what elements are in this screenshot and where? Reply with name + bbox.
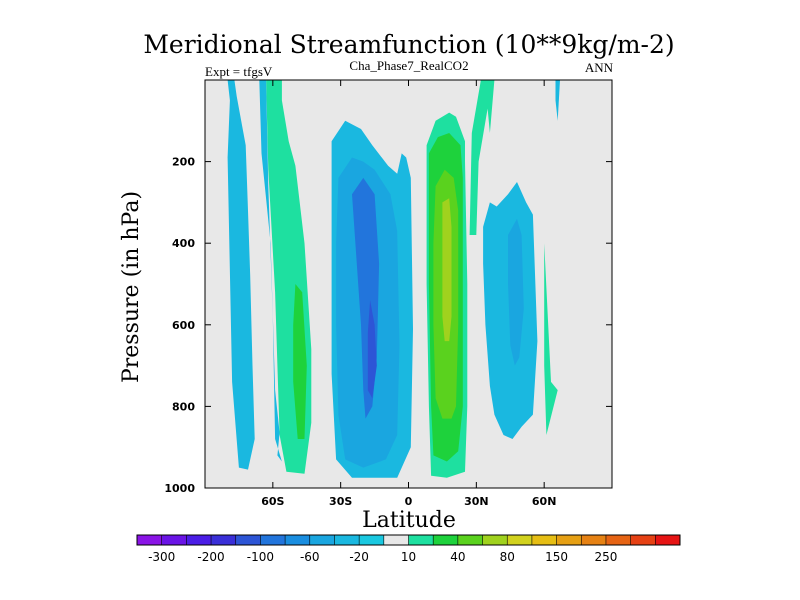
colorbar-label: -300 (148, 550, 175, 564)
colorbar-box (482, 535, 508, 545)
run-label: Cha_Phase7_RealCO2 (349, 58, 468, 73)
contour-region-17 (544, 243, 558, 435)
colorbar-label: -60 (300, 550, 320, 564)
contour-region-16 (555, 80, 560, 121)
colorbar-box (334, 535, 360, 545)
colorbar-box (186, 535, 212, 545)
colorbar-box (408, 535, 434, 545)
colorbar-box (161, 535, 187, 545)
colorbar-label: 150 (545, 550, 568, 564)
colorbar-box (556, 535, 582, 545)
contour-region-4 (293, 284, 307, 439)
colorbar-box (211, 535, 237, 545)
x-tick-label: 60N (532, 495, 557, 508)
contour-fills (227, 80, 560, 478)
x-tick-label: 0 (405, 495, 413, 508)
colorbar-label: 250 (594, 550, 617, 564)
contour-region-8 (367, 300, 377, 399)
colorbar-label: -100 (247, 550, 274, 564)
colorbar-box (433, 535, 459, 545)
contour-region-1 (227, 80, 230, 125)
colorbar-box (605, 535, 631, 545)
colorbar-box (630, 535, 656, 545)
colorbar-box (507, 535, 533, 545)
season-label: ANN (585, 60, 614, 75)
colorbar-box (457, 535, 483, 545)
x-axis-label: Latitude (362, 508, 456, 533)
colorbar-box (581, 535, 607, 545)
colorbar-labels: -300 -200 -100 -60 -20 10 40 80 150 250 (148, 550, 617, 564)
colorbar-box (655, 535, 681, 545)
plot-area: 60S 30S 0 30N 60N 200 400 600 800 1000 (164, 79, 613, 508)
y-tick-label: 1000 (164, 482, 195, 495)
contour-region-13 (469, 80, 495, 235)
contour-region-3 (259, 80, 282, 462)
x-tick-label: 30N (464, 495, 489, 508)
y-axis-label: Pressure (in hPa) (119, 191, 144, 383)
x-tick-label: 30S (329, 495, 352, 508)
y-tick-label: 600 (172, 319, 195, 332)
colorbar-box (309, 535, 335, 545)
colorbar-box (285, 535, 311, 545)
colorbar-box (383, 535, 409, 545)
y-axis-ticks: 200 400 600 800 1000 (164, 156, 612, 495)
colorbar-box (235, 535, 261, 545)
colorbar-label: 10 (401, 550, 416, 564)
contour-region-15 (508, 218, 524, 366)
x-tick-label: 60S (261, 495, 284, 508)
experiment-label: Expt = tfgsV (205, 64, 273, 79)
colorbar-box (260, 535, 286, 545)
y-tick-label: 400 (172, 237, 195, 250)
colorbar-label: 80 (500, 550, 515, 564)
y-tick-label: 800 (172, 400, 195, 413)
colorbar-box (531, 535, 557, 545)
y-tick-label: 200 (172, 156, 195, 169)
colorbar-box (359, 535, 385, 545)
contour-region-12 (442, 198, 452, 342)
contour-region-0 (227, 80, 255, 470)
colorbar-box (137, 535, 162, 545)
x-axis-ticks: 60S 30S 0 30N 60N (261, 80, 556, 508)
colorbar (136, 534, 681, 546)
chart-title: Meridional Streamfunction (10**9kg/m-2) (143, 30, 674, 59)
colorbar-label: -200 (197, 550, 224, 564)
colorbar-label: -20 (349, 550, 369, 564)
colorbar-label: 40 (450, 550, 465, 564)
